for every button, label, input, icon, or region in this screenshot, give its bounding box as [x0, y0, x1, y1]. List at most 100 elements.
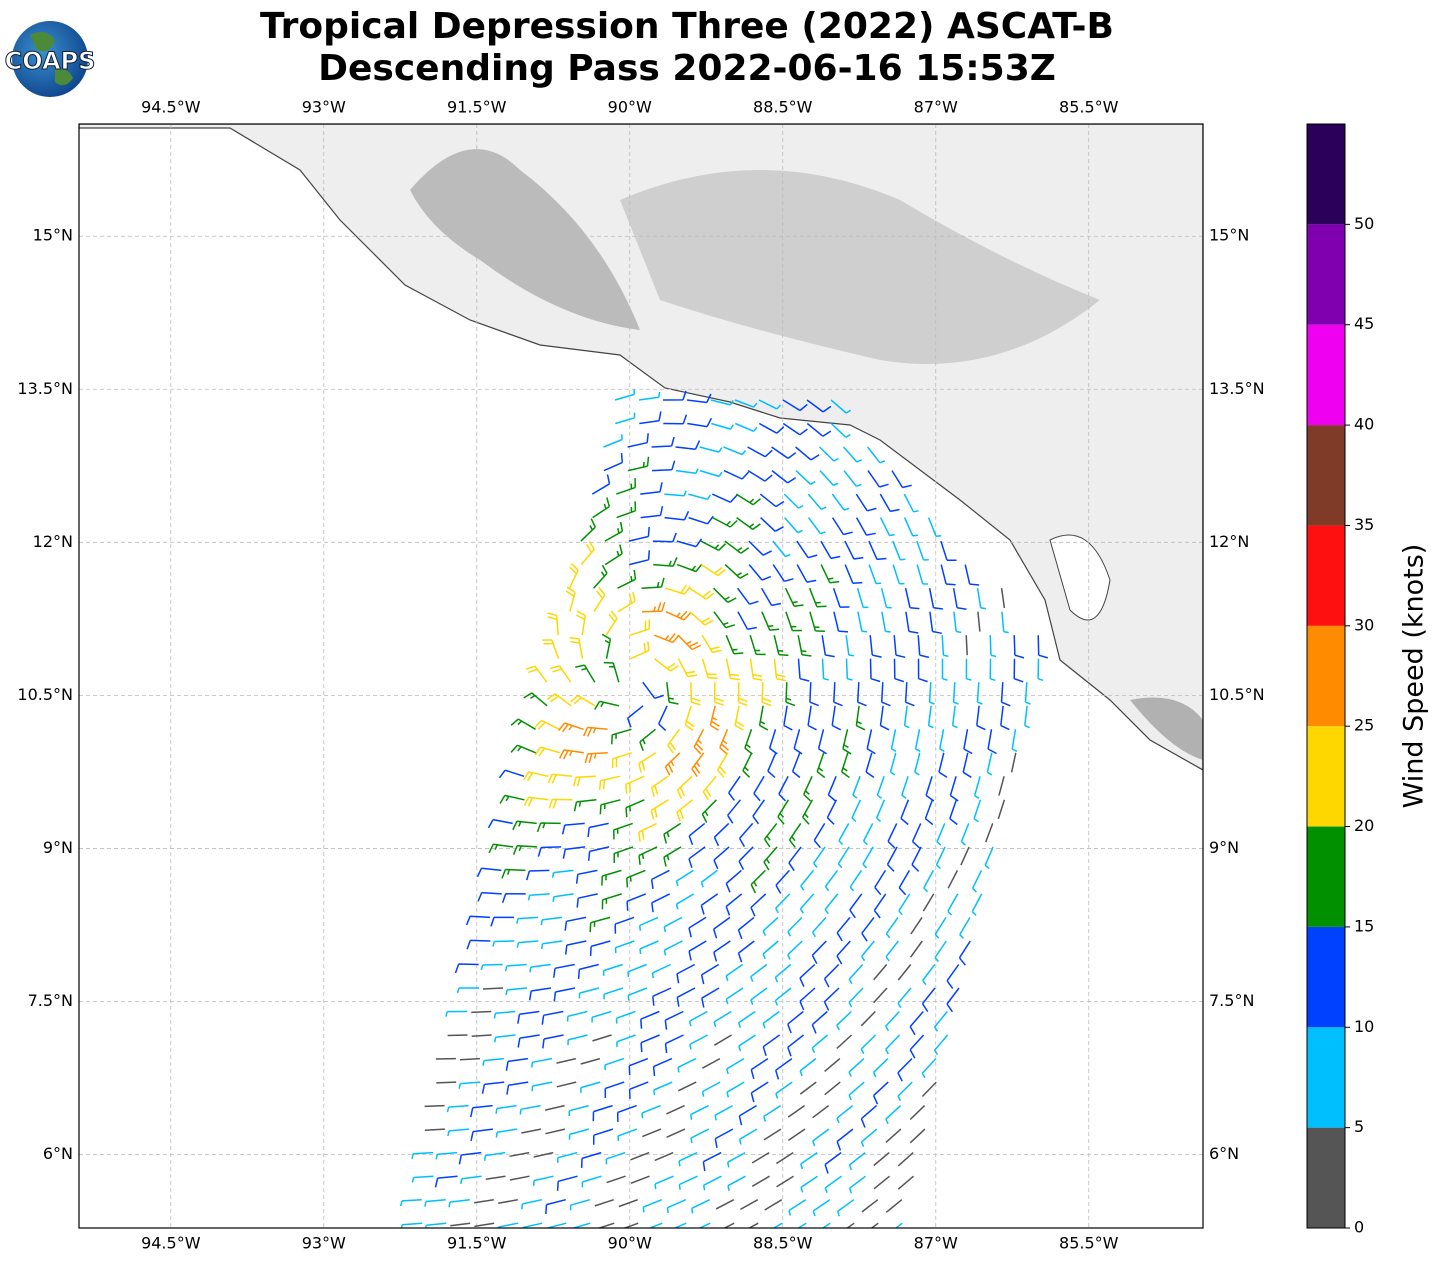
wind-barb	[613, 753, 632, 769]
wind-barb	[569, 1106, 588, 1116]
wind-barb	[912, 847, 921, 872]
wind-barb	[641, 506, 663, 517]
wind-barb	[882, 682, 891, 706]
wind-barb	[832, 706, 841, 730]
wind-barb	[478, 893, 502, 902]
wind-barb	[812, 1035, 827, 1053]
wind-barb	[784, 494, 803, 508]
wind-barb	[605, 545, 622, 565]
wind-barb	[764, 847, 777, 870]
wind-barb	[819, 729, 827, 754]
wind-barb	[557, 1059, 576, 1064]
colorbar-label: Wind Speed (knots)	[1399, 544, 1430, 809]
wind-barb	[775, 988, 791, 1005]
wind-barb	[844, 447, 862, 462]
wind-barb	[503, 894, 526, 903]
wind-barb	[576, 611, 585, 635]
wind-barb	[618, 570, 636, 588]
wind-barb	[950, 800, 958, 825]
wind-barb	[605, 522, 623, 541]
wind-barb	[436, 1176, 458, 1187]
lon-tick-label: 87°W	[914, 98, 958, 117]
wind-barb	[612, 729, 632, 744]
colorbar-tick-label: 5	[1354, 1117, 1364, 1136]
wind-barb	[786, 612, 802, 631]
wind-barb	[542, 941, 563, 949]
wind-barb	[577, 894, 598, 908]
wind-barb	[642, 602, 665, 612]
wind-barb	[460, 1059, 480, 1060]
wind-barb	[919, 659, 928, 682]
wind-barb	[541, 917, 562, 925]
wind-barb	[739, 917, 755, 939]
wind-barb	[910, 1129, 925, 1143]
wind-barb	[904, 494, 918, 512]
wind-barb	[961, 823, 968, 845]
wind-barb	[448, 1129, 469, 1136]
wind-barb	[832, 494, 849, 510]
wind-barb	[436, 1153, 457, 1160]
wind-barb	[694, 729, 703, 754]
wind-barb	[749, 541, 772, 555]
wind-barb	[471, 1012, 491, 1013]
wind-barb	[751, 870, 765, 893]
wind-barb	[751, 659, 763, 681]
wind-barb	[640, 941, 658, 954]
wind-barb	[801, 1153, 817, 1169]
wind-barb	[563, 823, 585, 834]
lat-tick-label: 12°N	[33, 532, 73, 551]
colorbar-bin	[1307, 525, 1345, 625]
wind-barb	[862, 1200, 878, 1212]
wind-barb	[522, 1200, 542, 1210]
lat-tick-label: 10.5°N	[1209, 685, 1265, 704]
wind-barb	[941, 541, 957, 560]
wind-barb	[788, 1106, 804, 1118]
wind-barb	[987, 753, 992, 775]
wind-barb	[794, 729, 802, 754]
colorbar-bin	[1307, 325, 1345, 425]
logo: COAPS	[5, 21, 96, 97]
wind-barb	[545, 1129, 565, 1134]
wind-barb	[849, 965, 863, 984]
wind-barb	[640, 729, 656, 751]
wind-barb	[960, 941, 971, 965]
lat-tick-label: 15°N	[1209, 226, 1249, 245]
wind-barb	[471, 1129, 493, 1141]
wind-barb	[814, 847, 825, 867]
wind-barb	[905, 518, 918, 536]
wind-barb	[874, 1176, 890, 1189]
wind-barb	[471, 1106, 493, 1118]
wind-barb	[689, 917, 706, 937]
wind-barb	[594, 565, 607, 588]
wind-barb	[875, 870, 886, 894]
wind-barb	[581, 1082, 600, 1093]
wind-barb	[869, 541, 887, 559]
wind-barb	[964, 729, 972, 753]
wind-barb	[553, 894, 574, 902]
wind-barb	[619, 1200, 638, 1207]
wind-barb	[813, 1106, 829, 1118]
wind-barb	[751, 965, 767, 982]
wind-barb	[798, 635, 811, 656]
wind-barb	[881, 706, 890, 730]
wind-barb	[877, 800, 885, 822]
wind-barb	[739, 941, 755, 962]
wind-barb	[763, 941, 778, 959]
wind-barb	[659, 706, 667, 731]
wind-barb	[565, 917, 586, 930]
wind-barb	[786, 588, 804, 606]
wind-barb	[923, 965, 935, 985]
wind-barb	[524, 772, 548, 781]
wind-barb	[678, 776, 693, 798]
wind-barb	[1026, 682, 1031, 704]
wind-barb	[975, 776, 980, 798]
wind-barb	[881, 518, 895, 536]
wind-barb	[616, 941, 635, 953]
colorbar-tick-label: 15	[1354, 916, 1374, 935]
wind-barb	[749, 565, 771, 580]
wind-barb	[892, 729, 897, 751]
wind-barb	[738, 588, 759, 604]
wind-barb	[886, 1129, 901, 1142]
wind-barb	[615, 917, 634, 933]
